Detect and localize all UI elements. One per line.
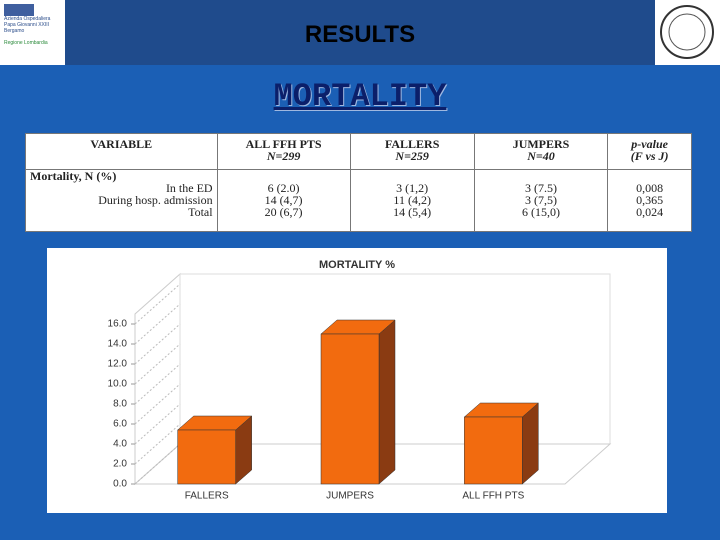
slide-subtitle: MORTALITY [273, 78, 447, 115]
logo-mark [4, 4, 34, 16]
value-cell: 3 (7.5) 3 (7,5) 6 (15,0) [473, 169, 609, 232]
logo-text: Regione Lombardia [4, 40, 48, 46]
header-cell: JUMPERS N=40 [473, 133, 609, 170]
label-cell: Mortality, N (%) In the ED During hosp. ad… [25, 169, 218, 232]
header-title: p-value [631, 137, 668, 151]
cell: 14 (4,7) [264, 193, 303, 207]
cell: 6 (2.0) [267, 181, 300, 195]
y-tick-label: 10.0 [108, 379, 128, 390]
bar [320, 333, 380, 485]
y-tick-label: 12.0 [108, 359, 128, 370]
row-label: Total [188, 205, 213, 219]
header-cell: FALLERS N=259 [349, 133, 475, 170]
logo-text: Bergamo [4, 28, 25, 34]
logo-text: Papa Giovanni XXIII [4, 22, 50, 28]
y-tick-label: 14.0 [108, 339, 128, 350]
cell: 6 (15,0) [522, 205, 561, 219]
header-cell: ALL FFH PTS N=299 [216, 133, 351, 170]
cell: 20 (6,7) [264, 205, 303, 219]
logo-right [655, 0, 720, 65]
header-cell: p-value (F vs J) [607, 133, 692, 170]
row-label: In the ED [165, 181, 213, 195]
chart: MORTALITY % 0.0 2.0 4.0 6.0 8.0 10.0 12.0 14.0 1… [47, 248, 667, 513]
row-label: During hosp. admission [98, 193, 213, 207]
cell: 0,008 [636, 181, 664, 195]
header-title: ALL FFH PTS [245, 137, 322, 151]
x-tick-label: FALLERS [185, 491, 229, 502]
logo-text: Azienda Ospedaliera [4, 16, 51, 22]
header-title: FALLERS [384, 137, 440, 151]
header-subtitle: N=40 [527, 149, 555, 163]
value-cell: 0,008 0,365 0,024 [607, 169, 692, 232]
bar [177, 429, 236, 485]
chart-title: MORTALITY % [319, 259, 395, 271]
cell: 14 (5,4) [393, 205, 432, 219]
cell: 3 (7.5) [525, 181, 558, 195]
y-tick-label: 2.0 [113, 459, 127, 470]
header-cell: VARIABLE [25, 133, 218, 170]
group-label: Mortality, N (%) [30, 169, 117, 183]
cell: 3 (1,2) [396, 181, 429, 195]
bar-side [378, 319, 396, 485]
slide-title: RESULTS [65, 0, 655, 65]
cell: 3 (7,5) [525, 193, 558, 207]
seal [660, 5, 714, 59]
header-title: VARIABLE [90, 137, 153, 151]
x-tick-label: ALL FFH PTS [462, 491, 524, 502]
value-cell: 6 (2.0) 14 (4,7) 20 (6,7) [216, 169, 351, 232]
header-title: JUMPERS [512, 137, 570, 151]
header-subtitle: (F vs J) [630, 149, 669, 163]
y-tick-label: 16.0 [108, 319, 128, 330]
table: VARIABLE ALL FFH PTS N=299 FALLERS N=259 JUMP… [25, 133, 692, 232]
y-tick-label: 0.0 [113, 479, 127, 490]
y-tick-label: 8.0 [113, 399, 127, 410]
bar [464, 416, 523, 485]
header-row: VARIABLE ALL FFH PTS N=299 FALLERS N=259 JUMP… [25, 133, 692, 170]
cell: 0,365 [636, 193, 664, 207]
header-subtitle: N=259 [395, 149, 429, 163]
cell: 0,024 [636, 205, 664, 219]
y-tick-label: 4.0 [113, 439, 127, 450]
value-cell: 3 (1,2) 11 (4,2) 14 (5,4) [349, 169, 475, 232]
body-row: Mortality, N (%) In the ED During hosp. ad… [25, 169, 692, 232]
header-subtitle: N=299 [266, 149, 301, 163]
logo-left: Azienda Ospedaliera Papa Giovanni XXIII … [0, 0, 65, 65]
y-tick-label: 6.0 [113, 419, 127, 430]
cell: 11 (4,2) [393, 193, 431, 207]
x-tick-label: JUMPERS [326, 491, 374, 502]
